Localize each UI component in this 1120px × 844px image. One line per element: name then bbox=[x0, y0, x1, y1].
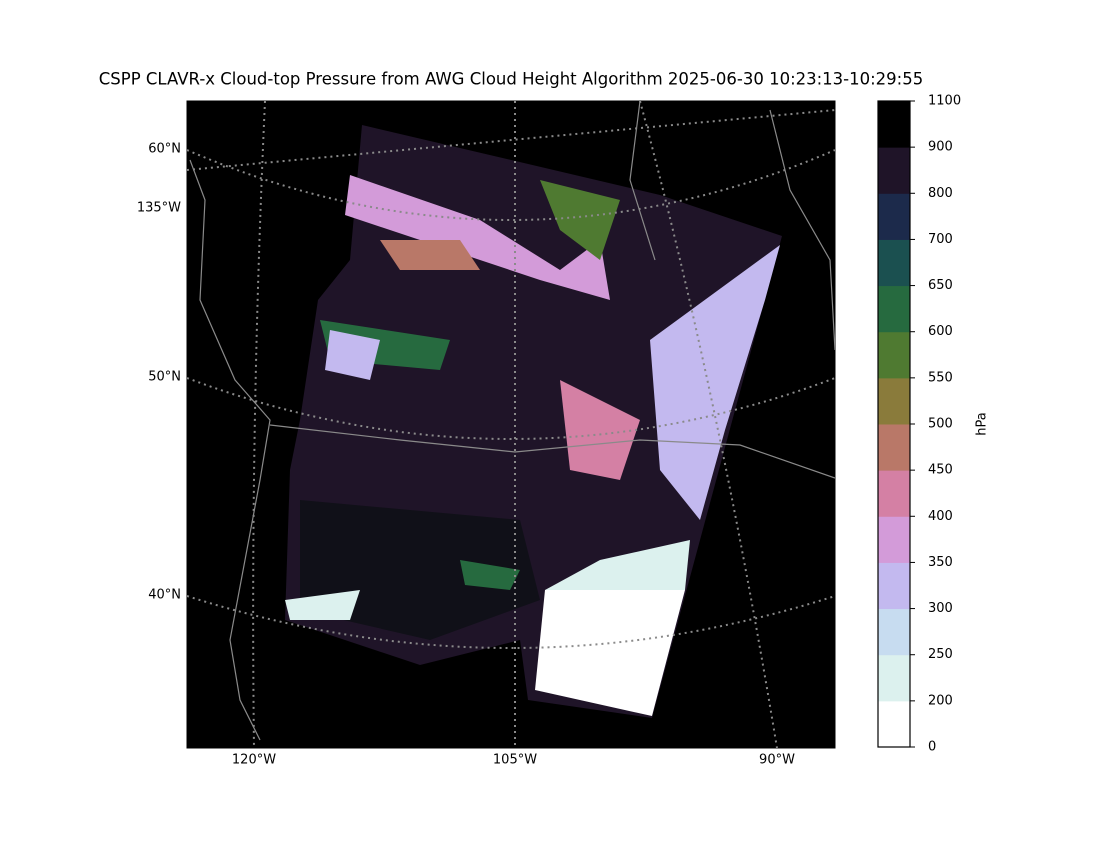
colorbar-segment bbox=[878, 562, 910, 610]
map: 60°N 135°W 50°N 40°N 120°W 105°W 90°W bbox=[137, 100, 836, 768]
lat-label: 40°N bbox=[148, 588, 181, 603]
colorbar-tick-label: 600 bbox=[928, 324, 953, 339]
cloud-high bbox=[285, 590, 360, 620]
colorbar-tick-label: 200 bbox=[928, 693, 953, 708]
lon-label: 90°W bbox=[759, 753, 795, 768]
colorbar-tick-label: 400 bbox=[928, 509, 953, 524]
graticule bbox=[187, 109, 835, 171]
colorbar-tick-label: 1100 bbox=[928, 94, 961, 109]
map-content bbox=[187, 101, 835, 748]
border bbox=[269, 424, 835, 479]
colorbar-tick-label: 250 bbox=[928, 647, 953, 662]
coastline bbox=[189, 159, 271, 741]
colorbar-tick-label: 800 bbox=[928, 186, 953, 201]
colorbar-segment bbox=[878, 654, 910, 702]
colorbar-tick-label: 0 bbox=[928, 740, 936, 755]
lon-label: 135°W bbox=[137, 201, 181, 216]
cloud-mid bbox=[460, 560, 520, 590]
cloud-mid bbox=[540, 180, 620, 260]
title: CSPP CLAVR-x Cloud-top Pressure from AWG… bbox=[99, 70, 923, 89]
cloud-high bbox=[325, 330, 380, 380]
graticule bbox=[187, 377, 835, 440]
colorbar-segment bbox=[878, 239, 910, 287]
cloud-high bbox=[650, 245, 780, 520]
colorbar-segment bbox=[878, 101, 910, 148]
colorbar-tick-label: 900 bbox=[928, 140, 953, 155]
colorbar-tick-label: 500 bbox=[928, 417, 953, 432]
colorbar-segment bbox=[878, 470, 910, 517]
lat-label: 60°N bbox=[148, 142, 181, 157]
graticule bbox=[187, 595, 835, 649]
lon-label: 105°W bbox=[493, 753, 537, 768]
colorbar-tick-label: 450 bbox=[928, 463, 953, 478]
colorbar-segment bbox=[878, 331, 910, 379]
colorbar-tick-label: 700 bbox=[928, 232, 953, 247]
colorbar-label: hPa bbox=[975, 412, 990, 435]
cloud-high bbox=[545, 540, 690, 590]
cloud-mid bbox=[345, 175, 610, 300]
colorbar-segment bbox=[878, 193, 910, 240]
lon-label: 120°W bbox=[232, 753, 276, 768]
colorbar-segment bbox=[878, 377, 910, 425]
colorbar-tick-label: 550 bbox=[928, 370, 953, 385]
coastline bbox=[629, 101, 835, 351]
colorbar-segment bbox=[878, 608, 910, 656]
lat-label: 50°N bbox=[148, 370, 181, 385]
colorbar-tick-label: 650 bbox=[928, 278, 953, 293]
colorbar: 0 200 250 300 350 400 450 500 550 600 650 700 800 900… bbox=[877, 94, 961, 755]
cloud-clear bbox=[300, 500, 540, 640]
colorbar-tick-label: 350 bbox=[928, 555, 953, 570]
colorbar-segment bbox=[878, 424, 910, 471]
cloud-high bbox=[535, 590, 685, 716]
cloud-mid bbox=[380, 240, 480, 270]
colorbar-tick-label: 300 bbox=[928, 601, 953, 616]
colorbar-segment bbox=[878, 700, 910, 748]
colorbar-segment bbox=[878, 285, 910, 333]
colorbar-segment bbox=[878, 516, 910, 563]
cloud-mid bbox=[560, 380, 640, 480]
colorbar-segment bbox=[878, 147, 910, 194]
